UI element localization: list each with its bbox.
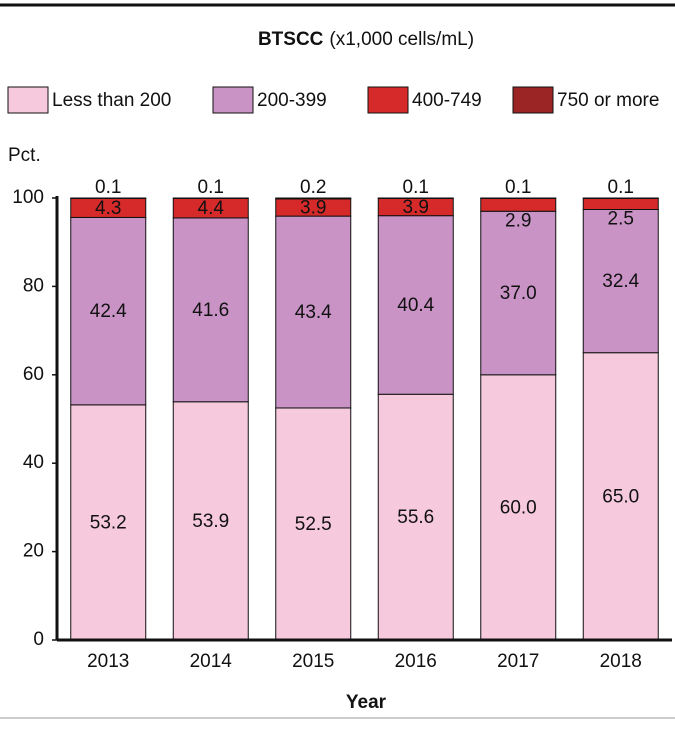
bar-segment: [275, 407, 352, 641]
y-tick-label: 0: [33, 629, 44, 650]
data-label: 0.1: [403, 177, 429, 198]
data-label: 43.4: [295, 302, 332, 323]
bar-segment: [70, 404, 147, 641]
y-tick-label: 100: [12, 187, 44, 208]
data-label: 42.4: [90, 301, 127, 322]
data-label: 0.1: [608, 177, 634, 198]
legend-swatch: [212, 86, 254, 114]
legend-swatch: [512, 86, 554, 114]
data-label: 4.3: [95, 198, 121, 219]
legend-label: 750 or more: [557, 90, 659, 111]
x-tick-label: 2014: [190, 651, 233, 672]
data-label: 3.9: [300, 198, 326, 219]
bar-segment: [275, 197, 352, 200]
y-tick-label: 40: [23, 452, 44, 473]
data-label: 52.5: [295, 514, 332, 535]
data-label: 0.1: [505, 177, 531, 198]
bar-segment: [480, 210, 557, 376]
data-label: 4.4: [198, 198, 225, 219]
legend-label: 200-399: [257, 90, 327, 111]
bar-segment: [172, 401, 249, 641]
legend-swatch: [367, 86, 409, 114]
bar-segment: [70, 216, 147, 406]
data-label: 55.6: [397, 507, 434, 528]
data-label: 37.0: [500, 283, 537, 304]
x-tick-label: 2015: [292, 651, 334, 672]
y-tick-label: 20: [23, 541, 44, 562]
data-label: 40.4: [397, 295, 434, 316]
x-tick-label: 2018: [600, 651, 642, 672]
data-label: 0.1: [95, 177, 121, 198]
legend-swatch: [7, 86, 49, 114]
bar-segment: [172, 217, 249, 403]
data-label: 53.2: [90, 512, 127, 533]
x-axis-label: Year: [346, 692, 387, 713]
data-label: 0.1: [198, 177, 224, 198]
y-tick-label: 80: [23, 275, 44, 296]
data-label: 60.0: [500, 497, 537, 518]
data-label: 65.0: [602, 486, 639, 507]
y-axis-label: Pct.: [8, 145, 41, 166]
bar-segment: [275, 215, 352, 409]
data-label: 2.5: [608, 209, 634, 230]
x-tick-label: 2016: [395, 651, 437, 672]
data-label: 41.6: [192, 300, 229, 321]
y-tick-label: 60: [23, 364, 44, 385]
title-group: BTSCC (x1,000 cells/mL): [258, 29, 474, 50]
data-label: 2.9: [505, 210, 531, 231]
data-label: 0.2: [300, 177, 326, 198]
x-tick-label: 2017: [497, 651, 539, 672]
chart-title: BTSCC: [258, 29, 324, 50]
data-label: 32.4: [602, 271, 639, 292]
legend-label: 400-749: [412, 90, 482, 111]
x-tick-label: 2013: [87, 651, 129, 672]
data-label: 53.9: [192, 511, 229, 532]
data-label: 3.9: [403, 197, 429, 218]
bar-segment: [480, 374, 557, 641]
chart-subtitle: (x1,000 cells/mL): [329, 29, 474, 50]
legend-label: Less than 200: [52, 90, 171, 111]
bar-segment: [377, 215, 454, 395]
